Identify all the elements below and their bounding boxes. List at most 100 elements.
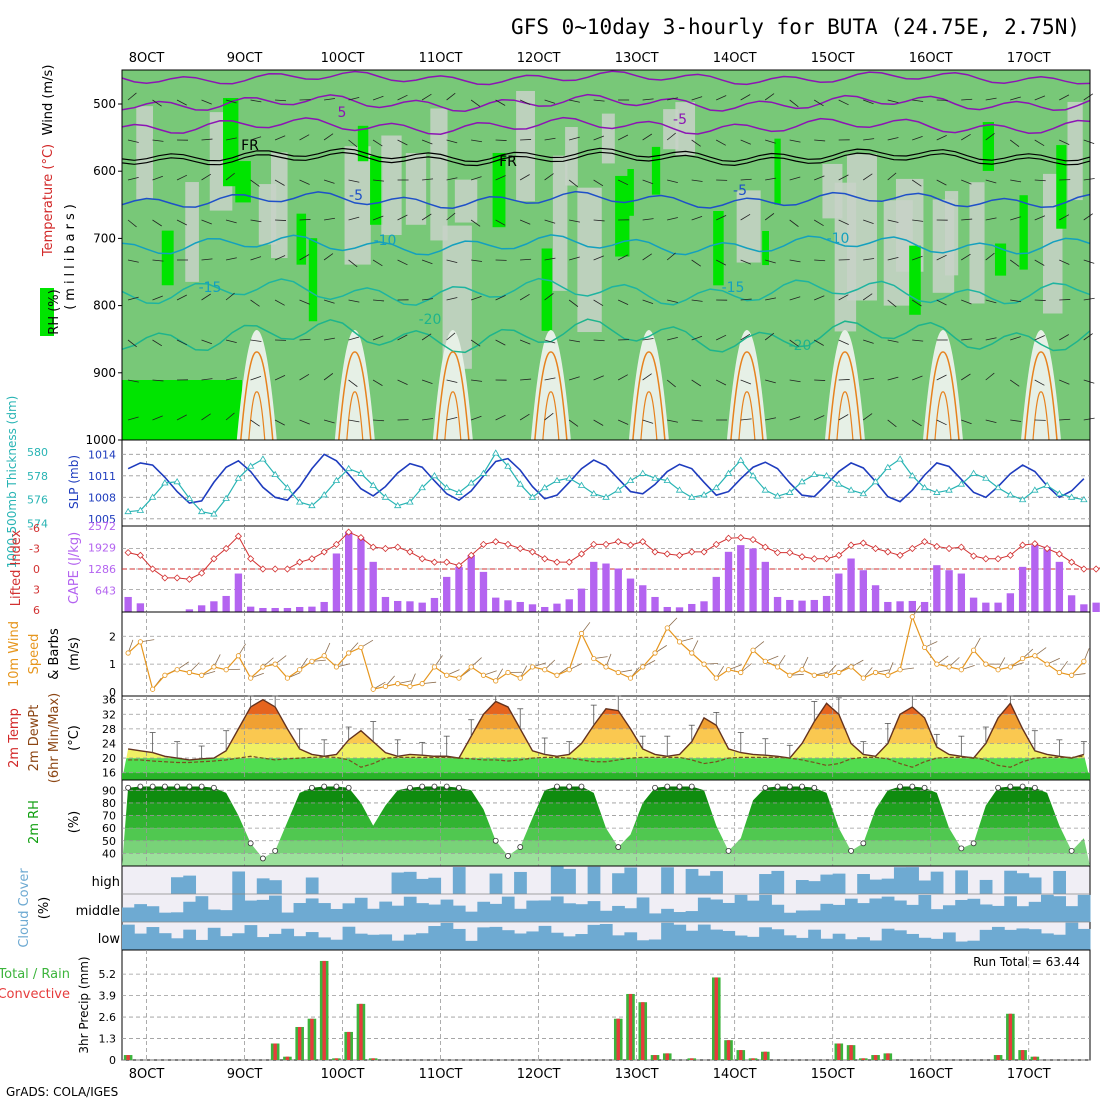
- wind-barb: [911, 299, 922, 307]
- wind-barb: [887, 172, 897, 181]
- thickness-point: [920, 484, 929, 491]
- lifted-index-point: [1068, 558, 1076, 566]
- wind10m-point: [823, 672, 830, 678]
- wind10m-point: [591, 655, 597, 662]
- wind-barb: [985, 179, 997, 184]
- rh2m-point: [419, 783, 426, 790]
- thickness-point: [1067, 493, 1076, 500]
- wind-barb: [299, 219, 311, 221]
- wind-tick: 2: [109, 630, 116, 643]
- lifted-index-point: [516, 544, 524, 553]
- wind-barb: [519, 413, 530, 421]
- thickness-tick: 578: [27, 470, 48, 483]
- wind-barb: [765, 259, 776, 264]
- wind10m-point: [272, 661, 278, 667]
- cape-bar: [835, 573, 843, 612]
- wind-barb: [201, 413, 211, 421]
- isotherm-line: [121, 234, 1091, 256]
- cloud-cell: [624, 932, 638, 950]
- date-tick-label: 14OCT: [713, 51, 757, 66]
- lifted-index-point: [418, 555, 426, 563]
- rh2m-point: [210, 784, 217, 791]
- warm-isotherm: [346, 391, 364, 441]
- wind-barb: [422, 418, 434, 421]
- cloud-cell: [832, 933, 846, 950]
- wind-barb: [348, 299, 360, 303]
- rh2m-point: [272, 847, 279, 854]
- cloud-cell: [575, 934, 589, 950]
- cloud-cell: [158, 912, 172, 922]
- cloud-cell: [648, 913, 662, 922]
- wind10m-point: [395, 681, 401, 687]
- wind-barb: [666, 252, 676, 261]
- cloud-cell: [893, 930, 907, 950]
- cape-bar: [994, 602, 1002, 612]
- cloud-cell: [955, 870, 968, 894]
- temperature-line: [128, 698, 1085, 761]
- lifted-index-point: [259, 565, 267, 573]
- cape-bar: [516, 601, 524, 612]
- wind10m-point: [909, 614, 915, 620]
- rh-dry-patch: [454, 179, 478, 223]
- cape-bars: [124, 531, 1100, 612]
- wind-barb: [764, 213, 775, 221]
- date-tick-label: 15OCT: [811, 51, 855, 66]
- thickness-point: [516, 480, 524, 487]
- cape-bar: [663, 606, 671, 612]
- cloud-cell: [820, 903, 834, 922]
- cape-bar: [957, 573, 966, 612]
- wind-barb: [568, 419, 579, 427]
- wind10m-point: [333, 664, 340, 670]
- wind-barb: [127, 416, 139, 421]
- rh-dry-plume: [726, 330, 767, 440]
- precip-panel: 5.2 3.9 2.6 1.3 0 Run Total = 63.44 Total / …: [0, 949, 1091, 1067]
- wind10m-point: [1044, 661, 1050, 667]
- rh2m-point: [725, 847, 732, 854]
- cape-bar: [369, 561, 377, 612]
- wind-barb: [985, 252, 995, 261]
- wind-barb: [274, 255, 286, 261]
- thickness-point: [786, 488, 794, 495]
- thickness-point: [761, 486, 769, 493]
- temp-tick: 36: [102, 694, 116, 707]
- warm-isotherm: [1032, 391, 1050, 441]
- wind-barb: [348, 139, 358, 148]
- cloud-cell: [771, 870, 785, 894]
- warm-isotherm: [738, 391, 756, 441]
- wind-barb: [520, 378, 532, 381]
- lifted-index-point: [884, 548, 892, 556]
- cloud-cell: [256, 899, 270, 922]
- wind-barb: [1009, 259, 1020, 267]
- cloud-cell: [955, 899, 968, 922]
- cape-bar: [798, 600, 806, 612]
- thickness-point: [712, 484, 720, 491]
- thickness-point: [1043, 481, 1051, 488]
- wind-barb: [127, 92, 137, 101]
- wind-barb: [250, 376, 262, 381]
- wind-barb: [201, 378, 213, 381]
- wind-barb: [544, 412, 554, 421]
- thickness-point: [455, 488, 463, 495]
- wind-barb: [250, 299, 260, 307]
- wind10m-point: [885, 672, 891, 678]
- wind-barb: [765, 139, 776, 144]
- cloud-cell: [465, 911, 478, 922]
- wind-axis: 2 1 0: [109, 630, 116, 699]
- wind-barb: [446, 92, 456, 101]
- wind-barb: [911, 179, 922, 187]
- cloud-cell: [808, 929, 821, 950]
- wind-barb: [1034, 95, 1046, 101]
- wind-barb: [814, 415, 825, 421]
- wind-barb: [127, 259, 139, 263]
- wind-barb: [421, 379, 433, 384]
- cloud-cell: [171, 877, 184, 894]
- wind10m-point: [848, 664, 854, 670]
- rh2m-grid: [122, 780, 1090, 866]
- wind-grid: [122, 612, 1090, 696]
- thickness-point: [896, 455, 904, 462]
- wind-barb: [446, 416, 458, 421]
- wind-barb: [642, 98, 654, 101]
- thickness-point: [246, 462, 255, 469]
- wind-label: Wind (m/s): [41, 65, 56, 136]
